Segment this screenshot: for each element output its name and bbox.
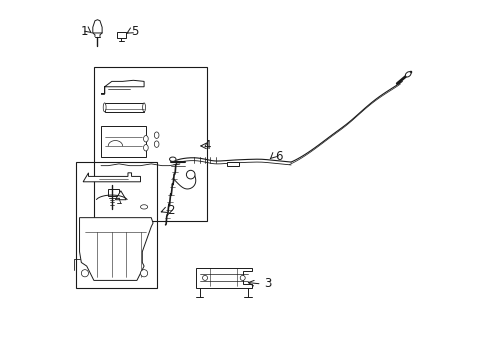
Ellipse shape — [143, 144, 148, 151]
Polygon shape — [115, 191, 126, 200]
Polygon shape — [93, 20, 102, 33]
Ellipse shape — [143, 135, 148, 142]
Polygon shape — [83, 173, 140, 182]
Text: 2: 2 — [167, 204, 174, 217]
Circle shape — [240, 275, 244, 280]
Ellipse shape — [405, 72, 410, 77]
Text: 5: 5 — [131, 25, 139, 38]
Polygon shape — [101, 126, 145, 157]
Ellipse shape — [103, 103, 106, 112]
Polygon shape — [104, 103, 144, 112]
Polygon shape — [108, 189, 119, 196]
Ellipse shape — [169, 157, 176, 161]
Text: 4: 4 — [203, 139, 210, 152]
Text: 1: 1 — [81, 25, 88, 38]
Ellipse shape — [154, 132, 159, 138]
Circle shape — [186, 170, 195, 179]
Circle shape — [140, 270, 147, 277]
Text: 3: 3 — [264, 278, 271, 291]
Text: 6: 6 — [274, 150, 282, 163]
Circle shape — [81, 270, 88, 277]
Circle shape — [202, 275, 207, 280]
Polygon shape — [80, 218, 153, 280]
Bar — [76, 162, 156, 288]
Ellipse shape — [154, 141, 159, 147]
Polygon shape — [101, 80, 144, 94]
Polygon shape — [117, 32, 126, 38]
Ellipse shape — [142, 103, 145, 112]
Ellipse shape — [140, 205, 147, 209]
Polygon shape — [196, 268, 251, 288]
Bar — [94, 67, 206, 221]
Polygon shape — [226, 162, 239, 166]
